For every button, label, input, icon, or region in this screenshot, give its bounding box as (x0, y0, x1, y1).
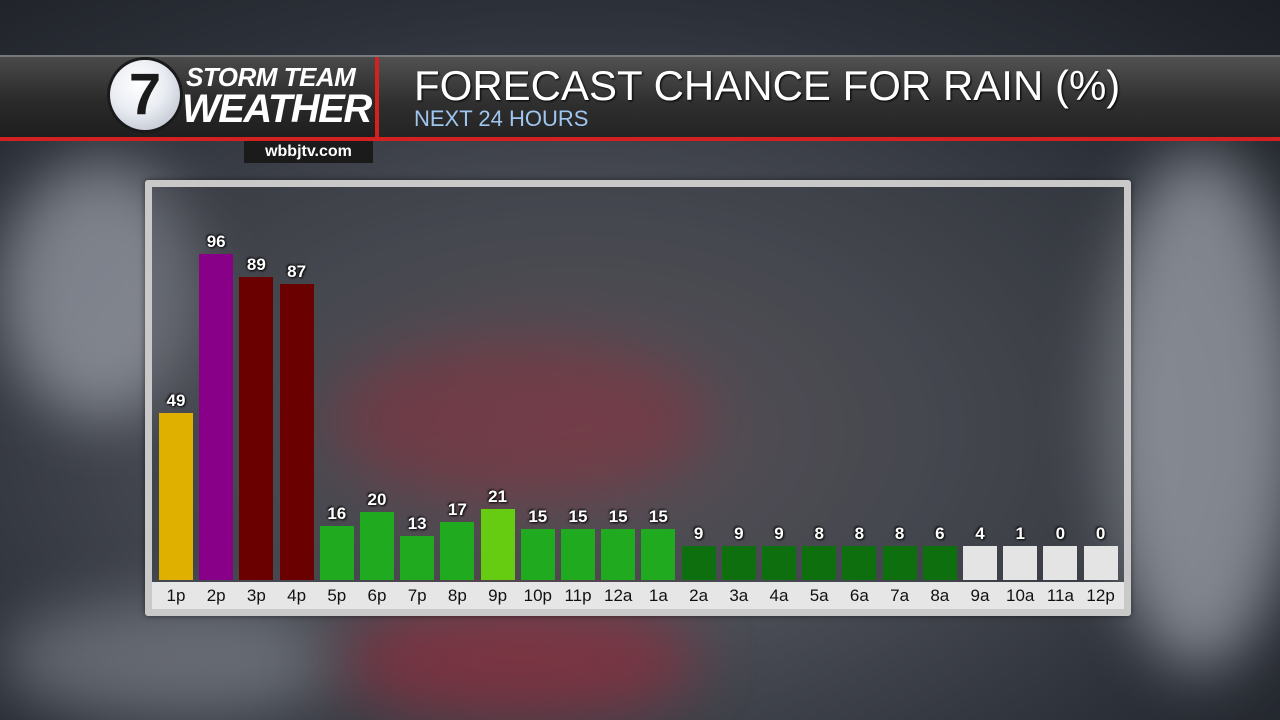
bar-3p (239, 277, 274, 580)
background-light-blur (0, 160, 200, 420)
tick-label-4p: 4p (287, 586, 307, 605)
value-label-4a: 9 (774, 524, 784, 543)
tick-label-5p: 5p (327, 586, 347, 605)
value-label-2a: 9 (693, 524, 704, 543)
tick-label-1a: 1a (648, 586, 668, 605)
background-light-blur (0, 600, 330, 720)
tick-label-9p: 9p (488, 586, 508, 605)
tick-label-9a: 9a (970, 586, 990, 605)
value-label-11p: 15 (568, 507, 588, 526)
logo-panel (0, 57, 375, 137)
bar-10a (1003, 546, 1038, 580)
value-label-8a: 6 (935, 524, 945, 543)
value-label-5p: 16 (327, 503, 347, 523)
bar-9p (480, 508, 515, 580)
tick-label-6p: 6p (367, 586, 387, 605)
tick-label-7p: 7p (407, 586, 427, 605)
value-label-3a: 9 (734, 524, 744, 543)
value-label-12p: 0 (1095, 524, 1106, 543)
logo-weather: WEATHER (182, 87, 372, 131)
bar-5p (319, 525, 354, 580)
bar-1p (159, 413, 193, 580)
tick-label-12a: 12a (604, 586, 633, 605)
tick-label-3p: 3p (246, 586, 266, 605)
value-label-6p: 20 (367, 490, 387, 509)
bar-11a (1043, 546, 1078, 580)
value-label-10p: 15 (528, 507, 548, 526)
tick-label-11p: 11p (564, 586, 592, 605)
value-label-12a: 15 (608, 507, 628, 526)
value-label-8p: 17 (447, 500, 467, 520)
tick-label-8a: 8a (930, 586, 950, 605)
value-label-3p: 89 (246, 255, 266, 275)
tick-label-3a: 3a (729, 586, 749, 605)
bar-8a (922, 546, 957, 580)
bar-12a (601, 529, 636, 580)
bar-7a (882, 546, 917, 580)
value-label-2p: 96 (206, 231, 226, 251)
value-label-4p: 87 (287, 262, 307, 282)
tick-label-5a: 5a (809, 586, 829, 605)
header-top-line (0, 55, 1280, 57)
value-label-7a: 8 (894, 524, 905, 543)
bar-6p (360, 512, 394, 580)
bar-11p (561, 529, 595, 580)
station-logo-seven: 7 (110, 60, 180, 130)
tick-label-10p: 10p (523, 586, 552, 605)
x-axis-strip (152, 582, 1124, 609)
title-panel (375, 57, 1280, 137)
value-label-6a: 8 (854, 524, 865, 543)
bar-7p (400, 535, 435, 580)
bar-9a (963, 546, 997, 580)
value-label-10a: 1 (1015, 524, 1025, 543)
bar-2p (199, 253, 234, 580)
value-label-9a: 4 (975, 524, 985, 543)
bar-4a (762, 546, 796, 580)
value-label-1p: 49 (166, 391, 186, 411)
bar-3a (721, 546, 756, 580)
logo-storm-team: STORM TEAM (186, 62, 356, 92)
bar-5a (802, 546, 837, 580)
tick-label-6a: 6a (849, 586, 869, 605)
bar-6a (842, 546, 877, 580)
tick-label-8p: 8p (447, 586, 467, 605)
background-red-blur (340, 600, 700, 720)
bar-1a (641, 529, 676, 580)
value-label-11a: 0 (1055, 524, 1066, 543)
header-red-stripe (0, 137, 1280, 141)
tick-label-7a: 7a (890, 586, 910, 605)
value-label-9p: 21 (488, 486, 508, 506)
tick-label-12p: 12p (1086, 586, 1115, 605)
website-tag: wbbjtv.com (244, 141, 373, 163)
tick-label-11a: 11a (1046, 586, 1074, 605)
tick-label-2a: 2a (689, 586, 709, 605)
bar-10p (520, 529, 555, 580)
value-label-7p: 13 (407, 513, 427, 533)
background-red-blur (330, 340, 710, 500)
page-subtitle: NEXT 24 HOURS (414, 106, 589, 131)
value-label-5a: 8 (814, 524, 824, 543)
tick-label-1p: 1p (166, 586, 186, 605)
tick-label-2p: 2p (206, 586, 226, 605)
tick-label-4a: 4a (769, 586, 789, 605)
bar-8p (440, 522, 475, 580)
bar-12p (1083, 546, 1118, 580)
value-label-1a: 15 (648, 507, 668, 526)
bar-4p (279, 284, 314, 580)
bar-2a (681, 546, 716, 580)
page-title: FORECAST CHANCE FOR RAIN (%) (414, 62, 1121, 109)
tick-label-10a: 10a (1006, 586, 1035, 605)
